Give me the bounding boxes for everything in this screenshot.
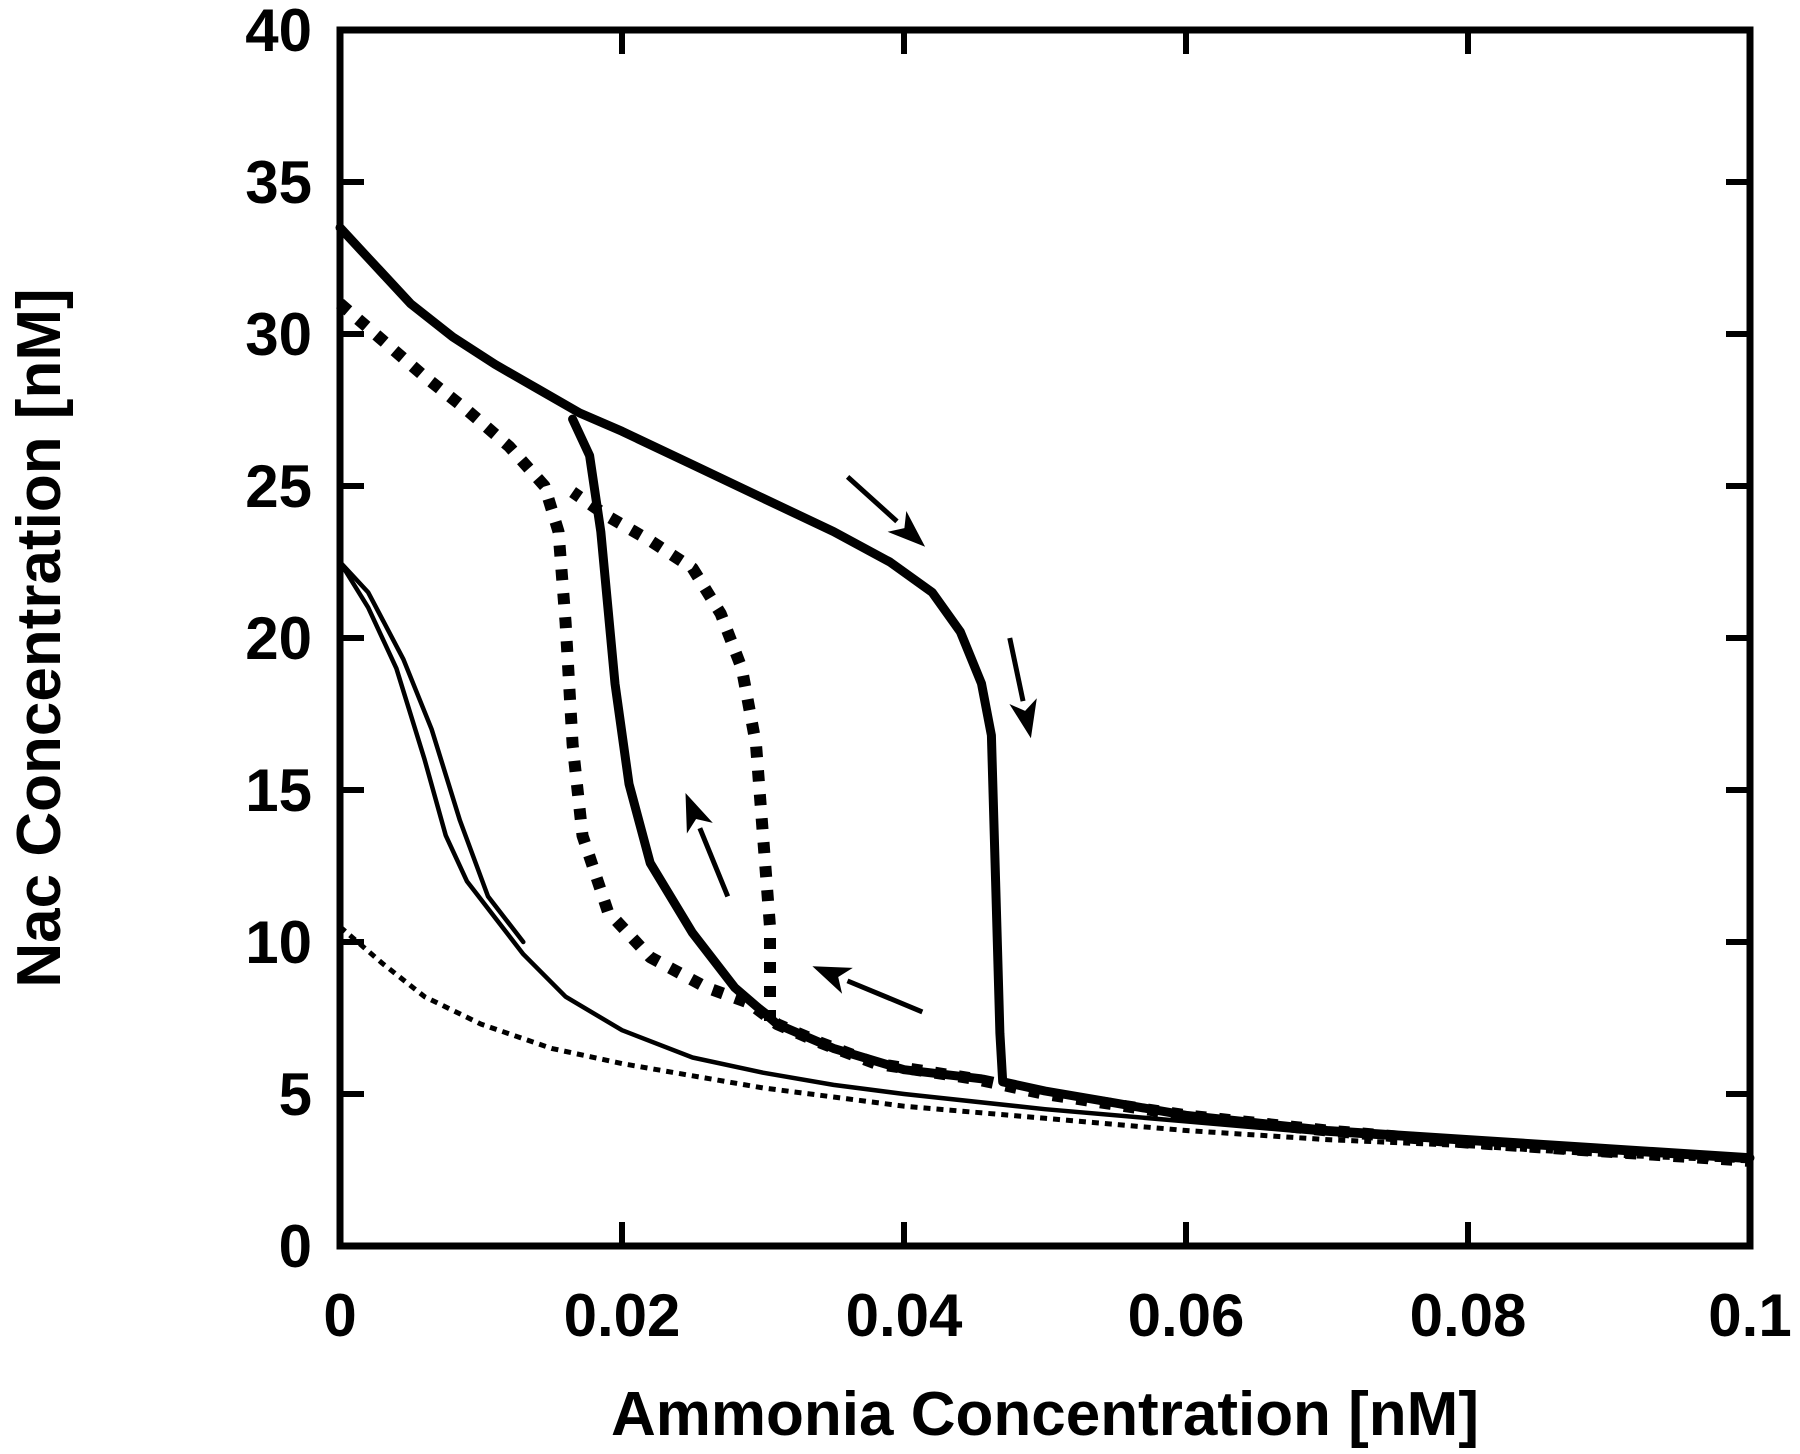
y-tick-label: 15 (245, 757, 312, 824)
annotation-arrow (812, 966, 924, 1015)
y-tick-label: 5 (279, 1061, 312, 1128)
series-line-3 (336, 299, 1751, 1167)
y-tick-label: 25 (245, 453, 312, 520)
series-line-4 (569, 487, 776, 1021)
series-line-2 (568, 414, 986, 1084)
y-axis-label: Nac Concentration [nM] (5, 288, 74, 987)
series-line-6 (337, 559, 526, 945)
annotation-arrow (845, 475, 926, 547)
y-tick-label: 20 (245, 605, 312, 672)
x-tick-label: 0.1 (1708, 1282, 1791, 1349)
annotation-layer (685, 475, 1037, 1015)
series-line-7 (338, 924, 1751, 1164)
x-tick-label: 0.02 (564, 1282, 681, 1349)
x-tick-label: 0.04 (846, 1282, 963, 1349)
y-tick-label: 35 (245, 149, 312, 216)
x-axis-label: Ammonia Concentration [nM] (611, 1380, 1479, 1449)
tick-layer: 0 0.02 0.04 0.06 0.08 0.1 0 5 10 15 20 25 30 35 40 (245, 0, 1791, 1349)
x-tick-label: 0 (323, 1282, 356, 1349)
y-tick-label: 40 (245, 0, 312, 64)
annotation-arrow (685, 793, 731, 898)
y-tick-label: 10 (245, 909, 312, 976)
series-line-1 (335, 223, 1755, 1163)
annotation-arrow (1007, 637, 1037, 739)
x-tick-label: 0.08 (1410, 1282, 1527, 1349)
y-tick-label: 30 (245, 301, 312, 368)
y-tick-label: 0 (279, 1213, 312, 1280)
x-tick-label: 0.06 (1128, 1282, 1245, 1349)
series-line-5 (337, 559, 1753, 1164)
series-layer (335, 223, 1755, 1167)
plot-frame (336, 26, 1754, 1250)
